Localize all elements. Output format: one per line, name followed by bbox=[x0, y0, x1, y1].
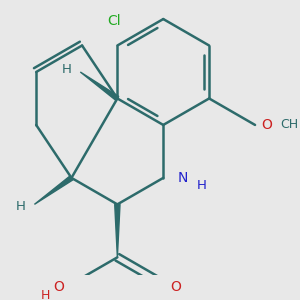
Polygon shape bbox=[115, 204, 120, 257]
Polygon shape bbox=[80, 72, 119, 100]
Text: H: H bbox=[61, 63, 71, 76]
Text: N: N bbox=[177, 171, 188, 185]
Text: O: O bbox=[261, 118, 272, 132]
Text: CH: CH bbox=[280, 118, 298, 130]
Text: Cl: Cl bbox=[107, 14, 121, 28]
Text: H: H bbox=[197, 179, 207, 192]
Polygon shape bbox=[34, 176, 73, 204]
Text: H: H bbox=[41, 289, 50, 300]
Text: O: O bbox=[53, 280, 64, 294]
Text: O: O bbox=[170, 280, 181, 294]
Text: H: H bbox=[16, 200, 26, 213]
